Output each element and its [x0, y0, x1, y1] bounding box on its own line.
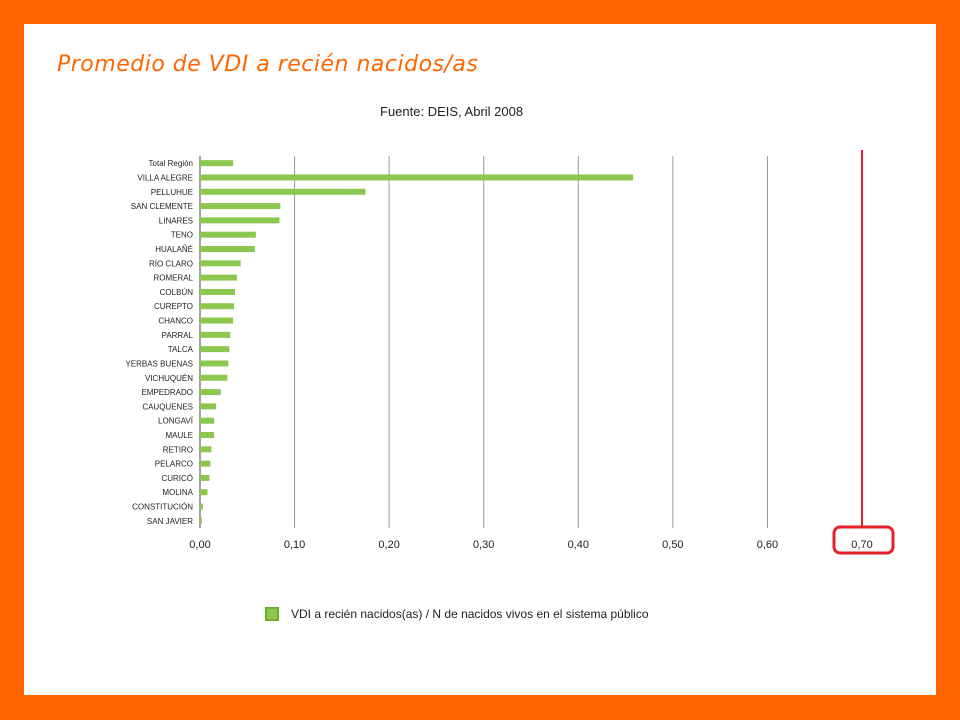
grid-lines [199, 156, 863, 528]
category-label: CAUQUENES [142, 402, 193, 411]
category-label: Total Región [149, 159, 193, 168]
bar [200, 460, 211, 467]
bar [200, 174, 634, 181]
bar [200, 203, 281, 210]
bars [200, 160, 634, 524]
x-tick-label: 0,20 [378, 539, 399, 551]
category-label: CURICÓ [161, 474, 193, 483]
slide-title: Promedio de VDI a recién nacidos/as [57, 52, 479, 77]
bar [200, 374, 228, 381]
bar [200, 503, 203, 510]
category-label: SAN CLEMENTE [131, 202, 193, 211]
bar [200, 217, 280, 224]
x-tick-label: 0,50 [662, 539, 683, 551]
x-tick-label: 0,40 [568, 539, 589, 551]
bar [200, 303, 235, 310]
category-label: LINARES [159, 216, 193, 225]
bar [200, 403, 217, 410]
category-label: TENO [171, 231, 193, 240]
category-label: SAN JAVIER [147, 517, 193, 526]
bar [200, 160, 234, 167]
bar [200, 446, 212, 453]
bar [200, 474, 210, 481]
bar [200, 260, 241, 267]
bar [200, 288, 235, 295]
bar [200, 188, 366, 195]
x-tick-label: 0,30 [473, 539, 494, 551]
category-label: VILLA ALEGRE [137, 173, 193, 182]
legend-swatch [265, 607, 279, 621]
category-label: RÍO CLARO [149, 259, 193, 268]
category-label: HUALAÑÉ [155, 245, 193, 254]
bar [200, 246, 255, 252]
bar [200, 417, 215, 424]
chart-source: Fuente: DEIS, Abril 2008 [380, 104, 524, 119]
bar [200, 360, 229, 367]
legend: VDI a recién nacidos(as) / N de nacidos … [265, 607, 649, 621]
legend-label: VDI a recién nacidos(as) / N de nacidos … [291, 607, 649, 621]
x-tick-label: 0,00 [189, 539, 210, 551]
highlight-annotation [832, 150, 895, 555]
x-tick-label: 0,10 [284, 539, 305, 551]
category-label: PELARCO [155, 460, 193, 469]
x-tick-label: 0,60 [757, 539, 778, 551]
category-label: CONSTITUCIÓN [132, 503, 193, 512]
category-label: MOLINA [162, 488, 193, 497]
bar [200, 489, 208, 496]
category-label: LONGAVÍ [158, 417, 194, 426]
category-label: COLBÚN [160, 288, 194, 297]
bar [200, 274, 237, 281]
category-label: MAULE [165, 431, 193, 440]
x-tick-labels: 0,00 0,10 0,20 0,30 0,40 0,50 0,60 0,70 [189, 539, 872, 551]
bar [200, 517, 202, 524]
category-label: ROMERAL [153, 274, 193, 283]
highlight-box [832, 525, 895, 555]
category-label: CUREPTO [154, 302, 193, 311]
category-labels: Total Región VILLA ALEGRE PELLUHUE SAN CLEM… [125, 159, 193, 526]
bar [200, 432, 215, 438]
category-label: CHANCO [158, 317, 193, 326]
bar [200, 389, 221, 396]
category-label: TALCA [168, 345, 194, 354]
bar [200, 317, 234, 324]
category-label: VICHUQUÉN [145, 374, 193, 383]
bar [200, 231, 256, 238]
category-label: RETIRO [163, 445, 193, 454]
category-label: YERBAS BUENAS [125, 359, 193, 368]
category-label: PARRAL [162, 331, 194, 340]
slide-panel [24, 24, 936, 695]
bar [200, 346, 230, 353]
category-label: PELLUHUE [151, 188, 193, 197]
x-tick-label: 0,70 [851, 539, 872, 551]
bar [200, 331, 231, 338]
category-label: EMPEDRADO [141, 388, 193, 397]
